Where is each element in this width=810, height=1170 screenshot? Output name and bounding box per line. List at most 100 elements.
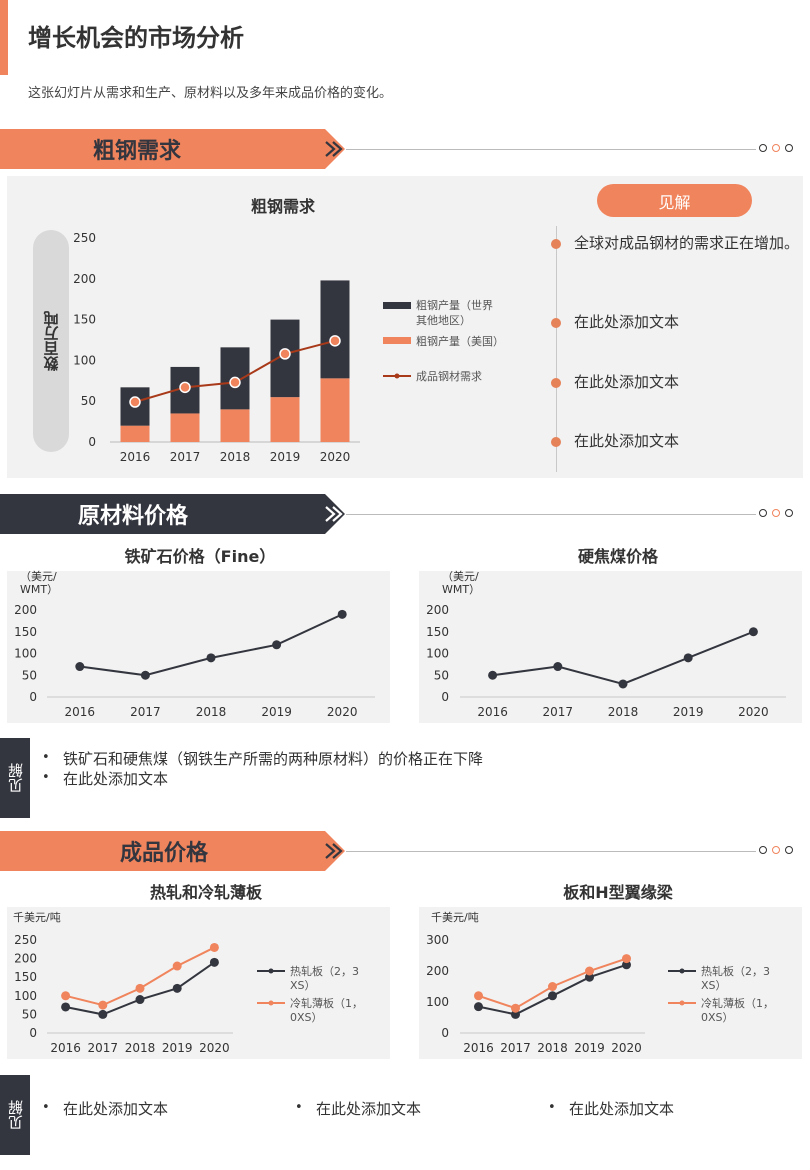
chart-title: 粗钢需求 — [251, 197, 316, 216]
bar-segment — [170, 413, 200, 442]
pager-dots — [759, 144, 799, 154]
raw-insight-tab: 见解 — [0, 738, 30, 818]
insight-text: 在此处添加文本 — [574, 432, 680, 450]
data-point — [622, 954, 631, 964]
y-tick-label: 50 — [22, 668, 37, 682]
demand-chart: 粗钢需求 0 50 100 150 200 250 2016 2017 2018 2019 2020 粗… — [73, 197, 504, 464]
data-point — [75, 662, 85, 672]
legend-marker — [679, 1000, 685, 1006]
x-tick-label: 2019 — [574, 1041, 605, 1055]
y-tick-label: 50 — [22, 1007, 37, 1021]
legend-label: 冷轧薄板（1， — [701, 996, 774, 1010]
y-tick-label: 0 — [29, 1026, 37, 1040]
chart-title: 铁矿石价格（Fine） — [125, 547, 276, 566]
y-tick-label: 100 — [14, 647, 37, 661]
data-point — [548, 982, 557, 991]
data-point — [172, 961, 182, 971]
legend-label: 粗钢产量（美国） — [416, 334, 504, 348]
x-tick-label: 2018 — [537, 1041, 568, 1055]
page-title: 增长机会的市场分析 — [28, 24, 244, 52]
band-shape — [0, 494, 345, 534]
data-point — [618, 679, 628, 689]
y-axis-label: （美元/ — [442, 570, 479, 583]
data-point — [140, 670, 150, 680]
legend-label: XS） — [701, 979, 727, 992]
legend-marker — [679, 968, 685, 974]
pager-dots — [759, 846, 799, 856]
y-tick-label: 250 — [73, 231, 96, 245]
bullet-dot: • — [295, 1100, 303, 1115]
y-tick-label: 0 — [441, 1026, 449, 1040]
bar-segment — [120, 425, 150, 442]
legend-marker — [268, 1000, 274, 1006]
section-title-raw: 原材料价格 — [78, 504, 189, 529]
data-point — [209, 957, 219, 967]
bullet-dot: • — [42, 1100, 50, 1115]
legend-label: 其他地区） — [416, 314, 471, 327]
data-point — [337, 609, 347, 619]
y-tick-label: 250 — [14, 933, 37, 947]
legend-label: 热轧板（2，3 — [290, 964, 359, 978]
y-tick-label: 300 — [426, 933, 449, 947]
legend-label: 0XS） — [701, 1011, 734, 1024]
x-tick-label: 2017 — [500, 1041, 531, 1055]
section-band-raw: 原材料价格 — [0, 494, 810, 534]
y-tick-label: 200 — [426, 964, 449, 978]
x-tick-label: 2020 — [738, 705, 769, 719]
bullet-dot: • — [42, 770, 50, 785]
chart-title: 硬焦煤价格 — [578, 547, 659, 566]
y-tick-label: 50 — [434, 668, 449, 682]
chart-panel-background — [7, 907, 390, 1059]
legend-swatch-world — [383, 302, 411, 309]
data-point — [748, 627, 758, 637]
data-point — [488, 670, 498, 680]
x-tick-label: 2016 — [120, 450, 151, 464]
pager-dot-active — [772, 846, 780, 854]
bar-segment — [270, 397, 300, 442]
x-tick-label: 2018 — [125, 1041, 156, 1055]
raw-insight-item: 在此处添加文本 — [63, 770, 169, 788]
coking-coal-chart: 硬焦煤价格 （美元/WMT） 0 50 100 150 200 2016 2017 2018 201… — [419, 547, 802, 723]
bullet-dot: • — [42, 750, 50, 765]
bullet-dot: • — [548, 1100, 556, 1115]
data-point — [61, 991, 71, 1001]
x-tick-label: 2017 — [170, 450, 201, 464]
demand-point — [279, 348, 291, 360]
y-tick-label: 50 — [81, 394, 96, 408]
x-tick-label: 2019 — [261, 705, 292, 719]
insight-bullet — [551, 239, 561, 249]
demand-point — [229, 376, 241, 389]
x-tick-label: 2019 — [270, 450, 301, 464]
y-tick-label: 0 — [441, 690, 449, 704]
pager-dot — [759, 509, 767, 517]
finished-insight-item: 在此处添加文本 — [569, 1100, 675, 1118]
pager-dots — [759, 509, 799, 519]
x-tick-label: 2016 — [50, 1041, 81, 1055]
x-tick-label: 2020 — [611, 1041, 642, 1055]
data-point — [98, 1000, 108, 1010]
raw-insight-tab-label: 见解 — [6, 763, 25, 793]
x-tick-label: 2020 — [199, 1041, 230, 1055]
pager-dot-active — [772, 144, 780, 152]
y-tick-label: 200 — [14, 952, 37, 966]
insight-label-pill: 见解 — [597, 184, 752, 217]
y-tick-label: 150 — [14, 625, 37, 639]
section-title-finished: 成品价格 — [120, 841, 209, 866]
section-band-demand: 粗钢需求 — [0, 129, 810, 169]
x-tick-label: 2018 — [220, 450, 251, 464]
x-tick-label: 2018 — [608, 705, 639, 719]
pager-dot — [785, 144, 793, 152]
data-point — [172, 983, 182, 993]
y-tick-label: 100 — [73, 353, 96, 367]
section-title-demand: 粗钢需求 — [93, 139, 182, 164]
chart-panel-background — [419, 571, 802, 723]
data-point — [585, 966, 594, 976]
pager-dot — [759, 144, 767, 152]
y-tick-label: 100 — [426, 995, 449, 1009]
legend-swatch-us — [383, 337, 411, 344]
x-tick-label: 2017 — [543, 705, 574, 719]
insight-bullet — [551, 437, 561, 447]
bar-segment — [320, 378, 350, 442]
legend-marker — [268, 968, 274, 974]
